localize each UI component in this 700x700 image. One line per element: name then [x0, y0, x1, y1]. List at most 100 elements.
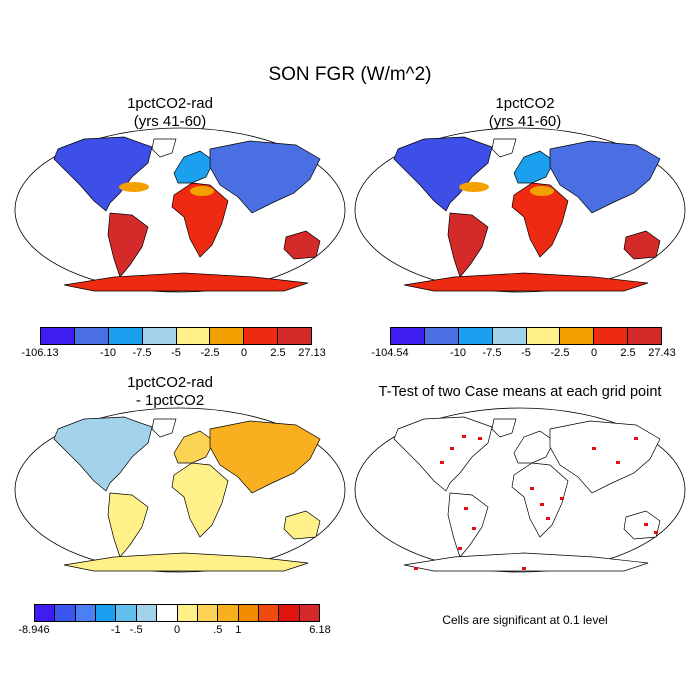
- colorbar-panel-2: [390, 327, 662, 345]
- significant-cell: [462, 435, 466, 438]
- significant-cell: [644, 523, 648, 526]
- colorbar-tick-label: .5: [213, 624, 223, 636]
- continent-africa: [171, 462, 229, 538]
- continent-asia: [549, 140, 661, 214]
- colorbar-swatch: [560, 328, 595, 344]
- colorbar-swatch: [218, 605, 239, 621]
- continent-europe: [513, 430, 555, 464]
- continent-northAmerica: [393, 136, 493, 212]
- panel-1-title: 1pctCO2-rad (yrs 41-60): [127, 95, 213, 130]
- colorbar-tick-label: -104.54: [371, 347, 409, 359]
- colorbar-panel-1: [40, 327, 312, 345]
- continent-europe: [513, 150, 555, 184]
- continent-southAmerica: [447, 212, 489, 278]
- significant-cell: [450, 447, 454, 450]
- significant-cell: [546, 517, 550, 520]
- significant-cell: [592, 447, 596, 450]
- colorbar-tick-label: 27.43: [648, 347, 676, 359]
- colorbar-swatch: [594, 328, 629, 344]
- colorbar-swatch: [258, 605, 280, 621]
- colorbar-swatch: [492, 328, 527, 344]
- continent-northAmerica: [53, 416, 153, 492]
- field-patch: [190, 186, 214, 196]
- significant-cell: [560, 497, 564, 500]
- colorbar-tick-label: -5: [171, 347, 181, 359]
- continent-northAmerica: [53, 136, 153, 212]
- colorbar-swatch: [391, 328, 425, 344]
- colorbar-swatch: [278, 328, 311, 344]
- colorbar-swatch: [197, 605, 219, 621]
- continent-antarctica: [403, 272, 649, 292]
- continent-antarctica: [63, 552, 309, 572]
- continent-africa: [511, 462, 569, 538]
- colorbar-swatch: [458, 328, 493, 344]
- colorbar-swatch: [177, 605, 198, 621]
- colorbar-swatch: [157, 605, 178, 621]
- colorbar-swatch: [628, 328, 661, 344]
- colorbar-tick-label: -2.5: [200, 347, 220, 359]
- colorbar-swatch: [35, 605, 56, 621]
- continent-greenland: [491, 418, 517, 438]
- continent-europe: [173, 430, 215, 464]
- colorbar-swatch: [96, 605, 117, 621]
- field-patch: [530, 186, 554, 196]
- significant-cell: [414, 567, 418, 570]
- colorbar-tick-label: -10: [100, 347, 116, 359]
- continent-antarctica: [403, 552, 649, 572]
- colorbar-swatch: [75, 605, 97, 621]
- continent-asia: [209, 420, 321, 494]
- continent-southAmerica: [447, 492, 489, 558]
- colorbar-tick-label: -10: [450, 347, 466, 359]
- colorbar-tick-label: -106.13: [21, 347, 59, 359]
- significant-cell: [530, 487, 534, 490]
- field-patch: [459, 182, 489, 192]
- colorbar-tick-label: 0: [590, 347, 598, 359]
- colorbar-swatch: [55, 605, 76, 621]
- continent-greenland: [151, 418, 177, 438]
- continent-europe: [173, 150, 215, 184]
- map-panel-1: [14, 127, 346, 293]
- colorbar-tick-label: -5: [521, 347, 531, 359]
- colorbar-swatch: [136, 605, 158, 621]
- significant-cell: [472, 527, 476, 530]
- colorbar-swatch: [108, 328, 143, 344]
- map-panel-3: [14, 407, 346, 573]
- continent-antarctica: [63, 272, 309, 292]
- colorbar-tick-label: 2.5: [270, 347, 286, 359]
- panel-3-title: 1pctCO2-rad - 1pctCO2: [127, 374, 213, 409]
- significant-cell: [440, 461, 444, 464]
- colorbar-tick-label: 0: [173, 624, 181, 636]
- continent-australia: [623, 510, 661, 540]
- colorbar-swatch: [526, 328, 561, 344]
- colorbar-swatch: [279, 605, 300, 621]
- colorbar-tick-label: -7.5: [482, 347, 502, 359]
- panel-2-title: 1pctCO2 (yrs 41-60): [488, 95, 562, 130]
- colorbar-swatch: [74, 328, 109, 344]
- colorbar-swatch: [238, 605, 259, 621]
- continent-greenland: [491, 138, 517, 158]
- significant-cell: [464, 507, 468, 510]
- colorbar-panel-3: [34, 604, 320, 622]
- colorbar-tick-label: 0: [240, 347, 248, 359]
- panel-4-title: T-Test of two Case means at each grid po…: [378, 384, 662, 400]
- continent-asia: [209, 140, 321, 214]
- continent-southAmerica: [107, 492, 149, 558]
- continent-australia: [283, 230, 321, 260]
- colorbar-tick-label: -7.5: [132, 347, 152, 359]
- significant-cell: [616, 461, 620, 464]
- colorbar-swatch: [299, 605, 320, 621]
- field-patch: [119, 182, 149, 192]
- continent-greenland: [151, 138, 177, 158]
- colorbar-swatch: [210, 328, 245, 344]
- colorbar-tick-label: 2.5: [620, 347, 636, 359]
- colorbar-tick-label: 1: [235, 624, 242, 636]
- colorbar-swatch: [142, 328, 177, 344]
- significant-cell: [522, 567, 526, 570]
- significance-note: Cells are significant at 0.1 level: [442, 613, 608, 627]
- continent-northAmerica: [393, 416, 493, 492]
- colorbar-tick-label: 6.18: [309, 624, 331, 636]
- colorbar-swatch: [116, 605, 137, 621]
- colorbar-tick-label: -8.946: [18, 624, 50, 636]
- colorbar-swatch: [176, 328, 211, 344]
- colorbar-tick-label: 27.13: [298, 347, 326, 359]
